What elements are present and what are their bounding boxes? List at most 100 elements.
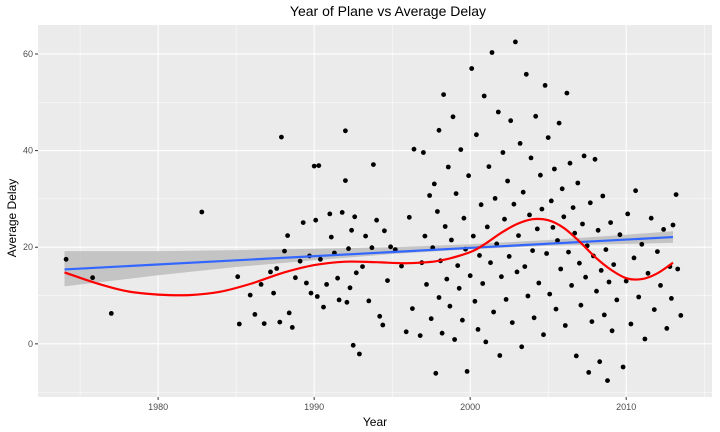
- data-point: [470, 233, 476, 239]
- data-point: [314, 294, 320, 299]
- data-point: [285, 233, 290, 239]
- data-point: [369, 245, 375, 251]
- data-point: [406, 214, 412, 220]
- y-tick-label: 60: [23, 49, 33, 59]
- data-point: [606, 279, 612, 285]
- data-point: [363, 233, 368, 239]
- data-point: [559, 186, 565, 192]
- data-point: [422, 233, 428, 239]
- data-point: [633, 188, 638, 194]
- data-point: [403, 329, 409, 335]
- data-point: [410, 306, 415, 311]
- data-point: [108, 311, 114, 316]
- data-point: [366, 298, 372, 304]
- data-point: [90, 275, 95, 281]
- data-point: [547, 291, 553, 297]
- data-point: [520, 189, 526, 195]
- data-point: [586, 370, 592, 375]
- data-point: [648, 215, 654, 221]
- data-point: [411, 146, 417, 152]
- data-point: [573, 353, 579, 359]
- data-point: [286, 310, 292, 316]
- data-point: [442, 224, 448, 229]
- plot-panel: [38, 25, 712, 397]
- data-point: [508, 118, 514, 124]
- data-point: [645, 270, 651, 276]
- data-point: [447, 303, 453, 309]
- data-point: [534, 226, 540, 232]
- data-point: [502, 216, 507, 222]
- data-point: [494, 241, 500, 247]
- data-point: [589, 319, 595, 324]
- data-point: [570, 205, 576, 211]
- data-point: [655, 249, 660, 255]
- smooth-fit-line: [64, 217, 674, 297]
- data-point: [528, 155, 534, 161]
- data-point: [436, 127, 442, 133]
- data-point: [460, 317, 465, 323]
- data-point: [605, 378, 610, 383]
- data-point: [417, 333, 423, 338]
- data-point: [566, 249, 571, 255]
- data-point: [277, 319, 283, 325]
- data-point: [506, 254, 512, 259]
- data-point: [339, 210, 345, 215]
- data-point: [327, 211, 333, 217]
- data-point: [475, 327, 481, 332]
- data-point: [439, 330, 445, 336]
- data-point: [587, 200, 593, 206]
- data-point: [548, 198, 554, 204]
- data-point: [371, 162, 376, 168]
- data-point: [527, 212, 532, 218]
- data-point: [352, 214, 358, 220]
- data-point: [199, 209, 205, 215]
- grid-major: [38, 25, 712, 397]
- data-point: [444, 276, 450, 282]
- data-point: [533, 113, 539, 119]
- data-point: [499, 274, 504, 280]
- data-point: [553, 306, 559, 312]
- data-point: [258, 282, 264, 287]
- data-point: [609, 328, 615, 334]
- data-point: [274, 266, 280, 271]
- axis-ticks: 1980 1990 2000 2010 0 20 40 60: [23, 49, 636, 412]
- data-point: [324, 282, 329, 287]
- data-point: [313, 217, 319, 223]
- data-point: [477, 253, 482, 258]
- data-point: [431, 181, 437, 187]
- data-point: [467, 273, 473, 279]
- data-point: [491, 309, 496, 315]
- y-tick-label: 40: [23, 146, 33, 156]
- data-point: [639, 241, 645, 247]
- data-point: [268, 269, 273, 275]
- data-point: [517, 141, 523, 146]
- chart-title: Year of Plane vs Average Delay: [290, 3, 486, 19]
- data-point: [542, 83, 548, 88]
- data-point: [505, 178, 510, 184]
- data-point: [441, 92, 446, 97]
- data-point: [335, 275, 340, 281]
- data-point: [377, 313, 383, 319]
- data-point: [349, 227, 354, 233]
- data-point: [523, 71, 529, 77]
- data-point: [388, 244, 393, 250]
- data-point: [353, 270, 359, 276]
- data-point: [357, 351, 362, 357]
- data-point: [580, 221, 585, 227]
- linear-fit-line: [64, 235, 674, 271]
- data-point: [452, 337, 457, 342]
- data-point: [511, 201, 517, 207]
- data-point: [567, 160, 573, 166]
- data-point: [424, 282, 429, 287]
- data-point: [519, 344, 525, 350]
- data-point: [642, 336, 648, 342]
- data-point: [481, 93, 487, 99]
- data-point: [380, 322, 386, 328]
- data-point: [539, 206, 545, 212]
- data-point: [531, 315, 537, 321]
- data-point: [530, 248, 535, 254]
- data-point: [360, 264, 365, 269]
- data-point: [556, 120, 562, 126]
- data-point: [489, 50, 495, 55]
- data-point: [583, 274, 588, 280]
